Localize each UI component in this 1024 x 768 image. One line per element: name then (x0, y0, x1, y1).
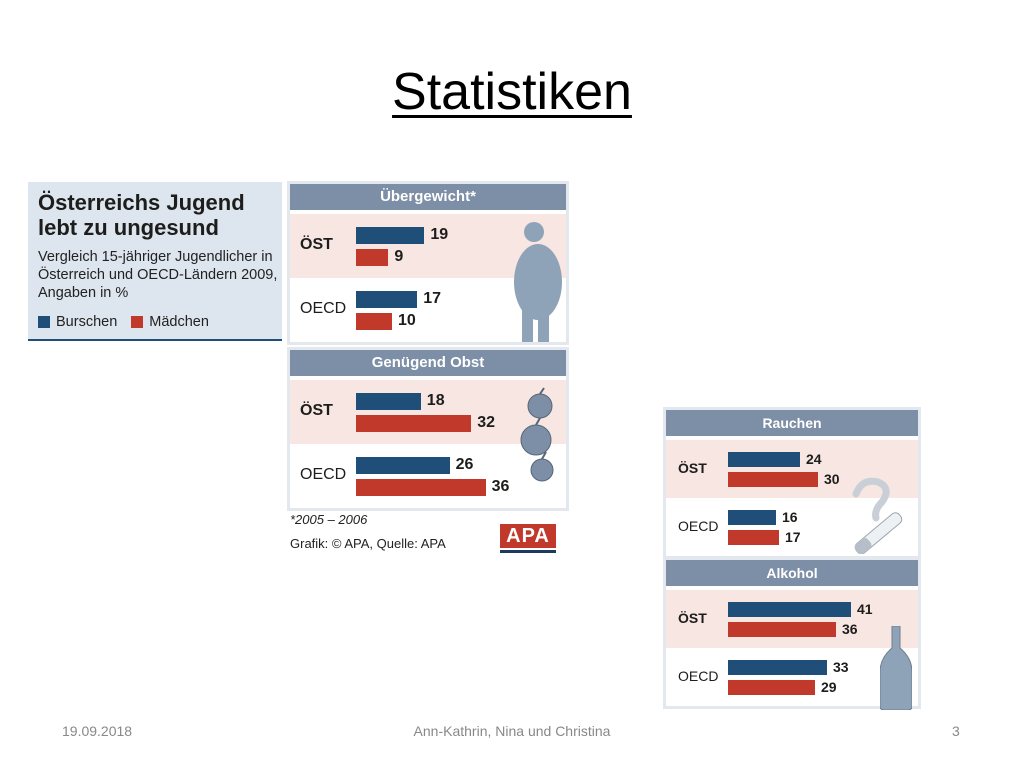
slide-title: Statistiken (392, 63, 632, 121)
bar-value-label: 10 (398, 311, 416, 329)
footer-date: 19.09.2018 (62, 723, 133, 739)
bar-mädchen (356, 478, 486, 496)
chart-title: Alkohol (666, 560, 918, 586)
bottle-icon (880, 626, 912, 710)
intro-box: Österreichs Jugend lebt zu ungesund Verg… (28, 182, 282, 341)
legend: Burschen Mädchen (38, 314, 209, 330)
bar-value-label: 30 (824, 470, 840, 487)
intro-subtitle: Vergleich 15-jähriger Jugendlicher in Ös… (38, 249, 278, 301)
chart-row (666, 590, 918, 648)
bar-value-label: 19 (430, 225, 449, 243)
bar-burschen (728, 659, 827, 675)
cigarette-icon (852, 477, 903, 554)
bar-value-label: 29 (821, 678, 837, 695)
category-label: OECD (678, 668, 719, 684)
category-label: OECD (300, 300, 347, 317)
apa-logo: APA (500, 524, 556, 553)
bar-value-label: 36 (491, 477, 510, 495)
bar-value-label: 17 (423, 289, 441, 307)
bar-mädchen (728, 679, 815, 695)
legend-swatch-maedchen (131, 316, 144, 328)
bar-burschen (356, 290, 418, 308)
chart-row (290, 444, 566, 508)
chart-row (666, 440, 918, 498)
bar-value-label: 41 (857, 600, 873, 617)
legend-label-burschen: Burschen (56, 314, 118, 330)
bar-mädchen (356, 414, 472, 432)
bar-value-label: 18 (426, 391, 445, 409)
category-label: ÖST (300, 402, 333, 419)
bar-value-label: 16 (782, 508, 798, 525)
bar-burschen (356, 456, 450, 474)
category-label: OECD (300, 466, 347, 483)
bar-mädchen (728, 471, 818, 487)
category-label: ÖST (678, 610, 707, 626)
bar-value-label: 33 (833, 658, 849, 675)
chart-row (290, 380, 566, 444)
chart-title: Rauchen (666, 410, 918, 436)
intro-title: Österreichs Jugend lebt zu ungesund (38, 190, 245, 240)
bar-mädchen (728, 529, 779, 545)
chart-panel-0: Übergewicht* ÖST 19 9 OECD 17 10 (290, 184, 566, 342)
bar-mädchen (356, 312, 392, 330)
bar-burschen (728, 451, 800, 467)
bar-value-label: 32 (477, 413, 495, 431)
credit: Grafik: © APA, Quelle: APA (290, 536, 446, 551)
bar-mädchen (356, 248, 389, 266)
category-label: OECD (678, 518, 719, 534)
footer-authors: Ann-Kathrin, Nina und Christina (413, 723, 611, 739)
bar-burschen (356, 392, 421, 410)
chart-panel-2: Rauchen ÖST 24 30 OECD 16 17 (666, 410, 918, 556)
chart-title: Genügend Obst (290, 350, 566, 376)
footer-page-number: 3 (952, 723, 960, 739)
bar-value-label: 9 (394, 247, 404, 265)
chart-panel-1: Genügend Obst ÖST 18 32 OECD 26 36 (290, 350, 566, 508)
overweight-person-icon (514, 222, 562, 342)
bar-value-label: 24 (806, 450, 822, 467)
chart-row (666, 648, 918, 706)
bar-burschen (356, 226, 425, 244)
footnote: *2005 – 2006 (290, 512, 368, 527)
bar-value-label: 36 (842, 620, 858, 637)
chart-title: Übergewicht* (290, 184, 566, 210)
legend-swatch-burschen (38, 316, 50, 328)
bar-value-label: 26 (455, 455, 474, 473)
bar-burschen (728, 509, 776, 525)
bar-value-label: 17 (785, 528, 801, 545)
bar-burschen (728, 601, 851, 617)
bar-mädchen (728, 621, 836, 637)
category-label: ÖST (300, 236, 333, 253)
legend-label-maedchen: Mädchen (149, 314, 209, 330)
chart-panel-3: Alkohol ÖST 41 36 OECD 33 29 (666, 560, 918, 710)
category-label: ÖST (678, 460, 707, 476)
apple-icon (520, 387, 554, 482)
